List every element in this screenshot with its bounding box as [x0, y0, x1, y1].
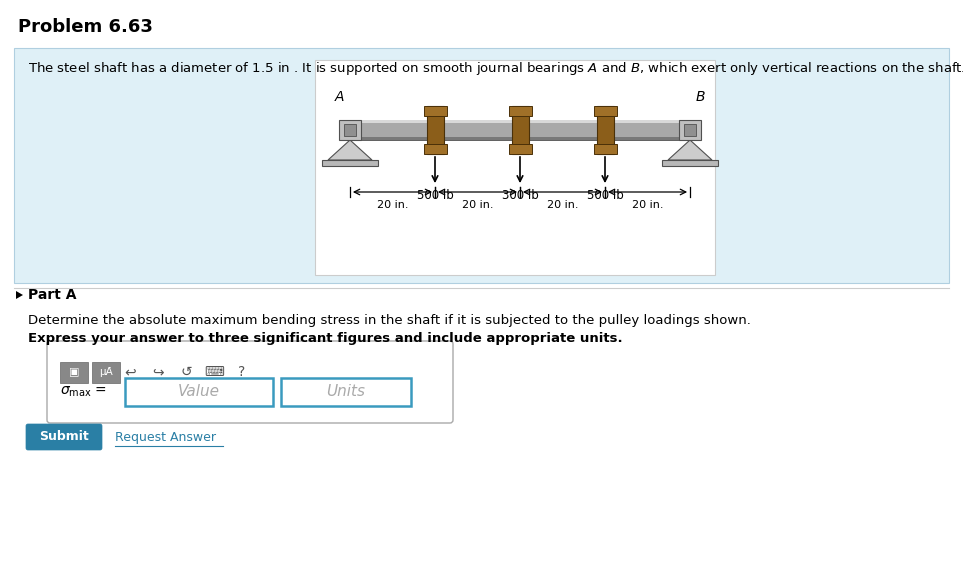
Bar: [340, 120, 700, 123]
Polygon shape: [16, 291, 23, 299]
Bar: [14, 48, 949, 283]
Text: Units: Units: [326, 385, 366, 399]
Bar: [509, 144, 532, 154]
Text: 500 lb: 500 lb: [417, 189, 454, 202]
Text: 20 in.: 20 in.: [547, 200, 578, 210]
Bar: [424, 144, 447, 154]
Bar: [339, 120, 361, 140]
Bar: [597, 106, 614, 154]
Text: ↪: ↪: [152, 365, 164, 379]
Text: The steel shaft has a diameter of 1.5 in . It is supported on smooth journal bea: The steel shaft has a diameter of 1.5 in…: [28, 60, 963, 77]
FancyBboxPatch shape: [47, 341, 453, 423]
Text: Problem 6.63: Problem 6.63: [18, 18, 153, 36]
Text: Request Answer: Request Answer: [115, 430, 216, 443]
Bar: [281, 378, 411, 406]
Text: Value: Value: [178, 385, 220, 399]
Polygon shape: [328, 140, 372, 160]
Text: 20 in.: 20 in.: [632, 200, 664, 210]
Text: ?: ?: [239, 365, 246, 379]
Text: 500 lb: 500 lb: [586, 189, 623, 202]
Text: 20 in.: 20 in.: [377, 200, 408, 210]
Bar: [684, 124, 696, 136]
Text: 300 lb: 300 lb: [502, 189, 538, 202]
Text: Express your answer to three significant figures and include appropriate units.: Express your answer to three significant…: [28, 332, 623, 345]
Polygon shape: [668, 140, 712, 160]
Text: ↩: ↩: [124, 365, 136, 379]
Bar: [315, 60, 715, 275]
Text: Determine the absolute maximum bending stress in the shaft if it is subjected to: Determine the absolute maximum bending s…: [28, 314, 751, 327]
Bar: [340, 137, 700, 140]
Text: A: A: [335, 90, 345, 104]
Bar: [679, 120, 701, 140]
Bar: [594, 144, 617, 154]
Bar: [60, 362, 88, 383]
Bar: [125, 378, 273, 406]
Text: ↺: ↺: [180, 365, 192, 379]
Text: ▣: ▣: [68, 367, 79, 377]
FancyBboxPatch shape: [26, 424, 102, 450]
Text: B: B: [696, 90, 706, 104]
Text: Part A: Part A: [28, 288, 76, 302]
Bar: [427, 106, 444, 154]
Text: Submit: Submit: [39, 430, 89, 443]
Text: 20 in.: 20 in.: [461, 200, 493, 210]
Bar: [662, 160, 718, 166]
Bar: [512, 106, 529, 154]
Text: μȦ: μȦ: [99, 367, 113, 377]
Bar: [344, 124, 356, 136]
Bar: [424, 106, 447, 116]
Bar: [340, 120, 700, 140]
Bar: [92, 362, 120, 383]
Bar: [322, 160, 378, 166]
Text: $\sigma_\mathrm{max}$ =: $\sigma_\mathrm{max}$ =: [60, 385, 107, 399]
Bar: [594, 106, 617, 116]
Bar: [509, 106, 532, 116]
Text: ⌨: ⌨: [204, 365, 224, 379]
